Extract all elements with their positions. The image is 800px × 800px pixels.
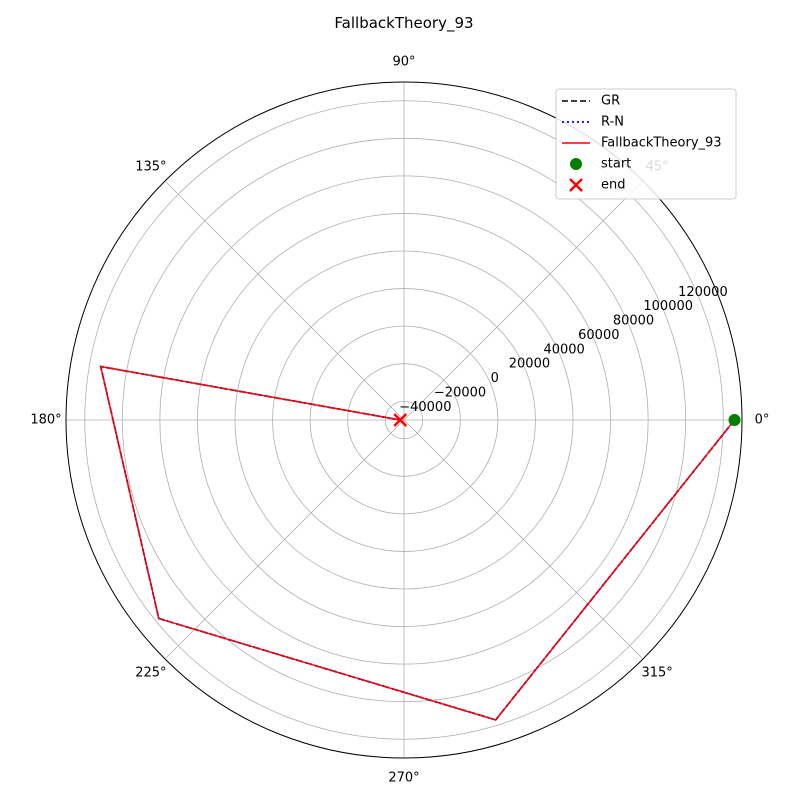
legend-label: R-N [601,115,624,130]
angular-gridline [403,419,644,660]
polar-frame [65,81,743,759]
r-tick-label: 20000 [509,357,550,372]
chart-title: FallbackTheory_93 [334,14,473,33]
marker-layer [393,413,741,427]
theta-tick-label: 315° [641,666,672,681]
angular-gridline [403,180,644,421]
series-line-r-n [99,365,736,721]
r-tick-label: 120000 [678,285,728,300]
legend-box [555,88,737,200]
series-line-gr [99,365,736,721]
legend-swatch [569,178,583,192]
marker-end [393,413,408,427]
r-tick-label: 100000 [643,299,693,314]
r-tick-label: 60000 [578,328,619,343]
polar-grid [65,81,743,759]
theta-tick-label: 225° [135,666,166,681]
r-tick-label: 80000 [613,314,654,329]
tick-labels: 0°45°90°135°180°225°270°315°−40000−20000… [30,55,769,786]
series-line-fallbacktheory-93 [99,365,736,721]
marker-end-stroke [393,413,408,427]
angular-gridline [164,180,405,421]
angular-gridline [164,419,405,660]
r-tick-label: 40000 [543,342,584,357]
theta-tick-label: 90° [392,55,415,70]
legend-label: start [601,157,631,172]
legend-label: FallbackTheory_93 [601,136,722,151]
theta-tick-label: 180° [30,413,61,428]
r-tick-label: 0 [491,371,499,386]
series-layer [99,365,736,721]
theta-tick-label: 135° [135,159,166,174]
legend-label: GR [601,94,620,109]
legend-label: end [601,178,626,193]
theta-tick-label: 0° [755,413,770,428]
theta-tick-label: 270° [388,771,419,786]
legend-swatch [570,158,582,170]
r-tick-label: −20000 [434,385,486,400]
r-tick-label: −40000 [399,400,451,415]
marker-start [728,414,741,426]
